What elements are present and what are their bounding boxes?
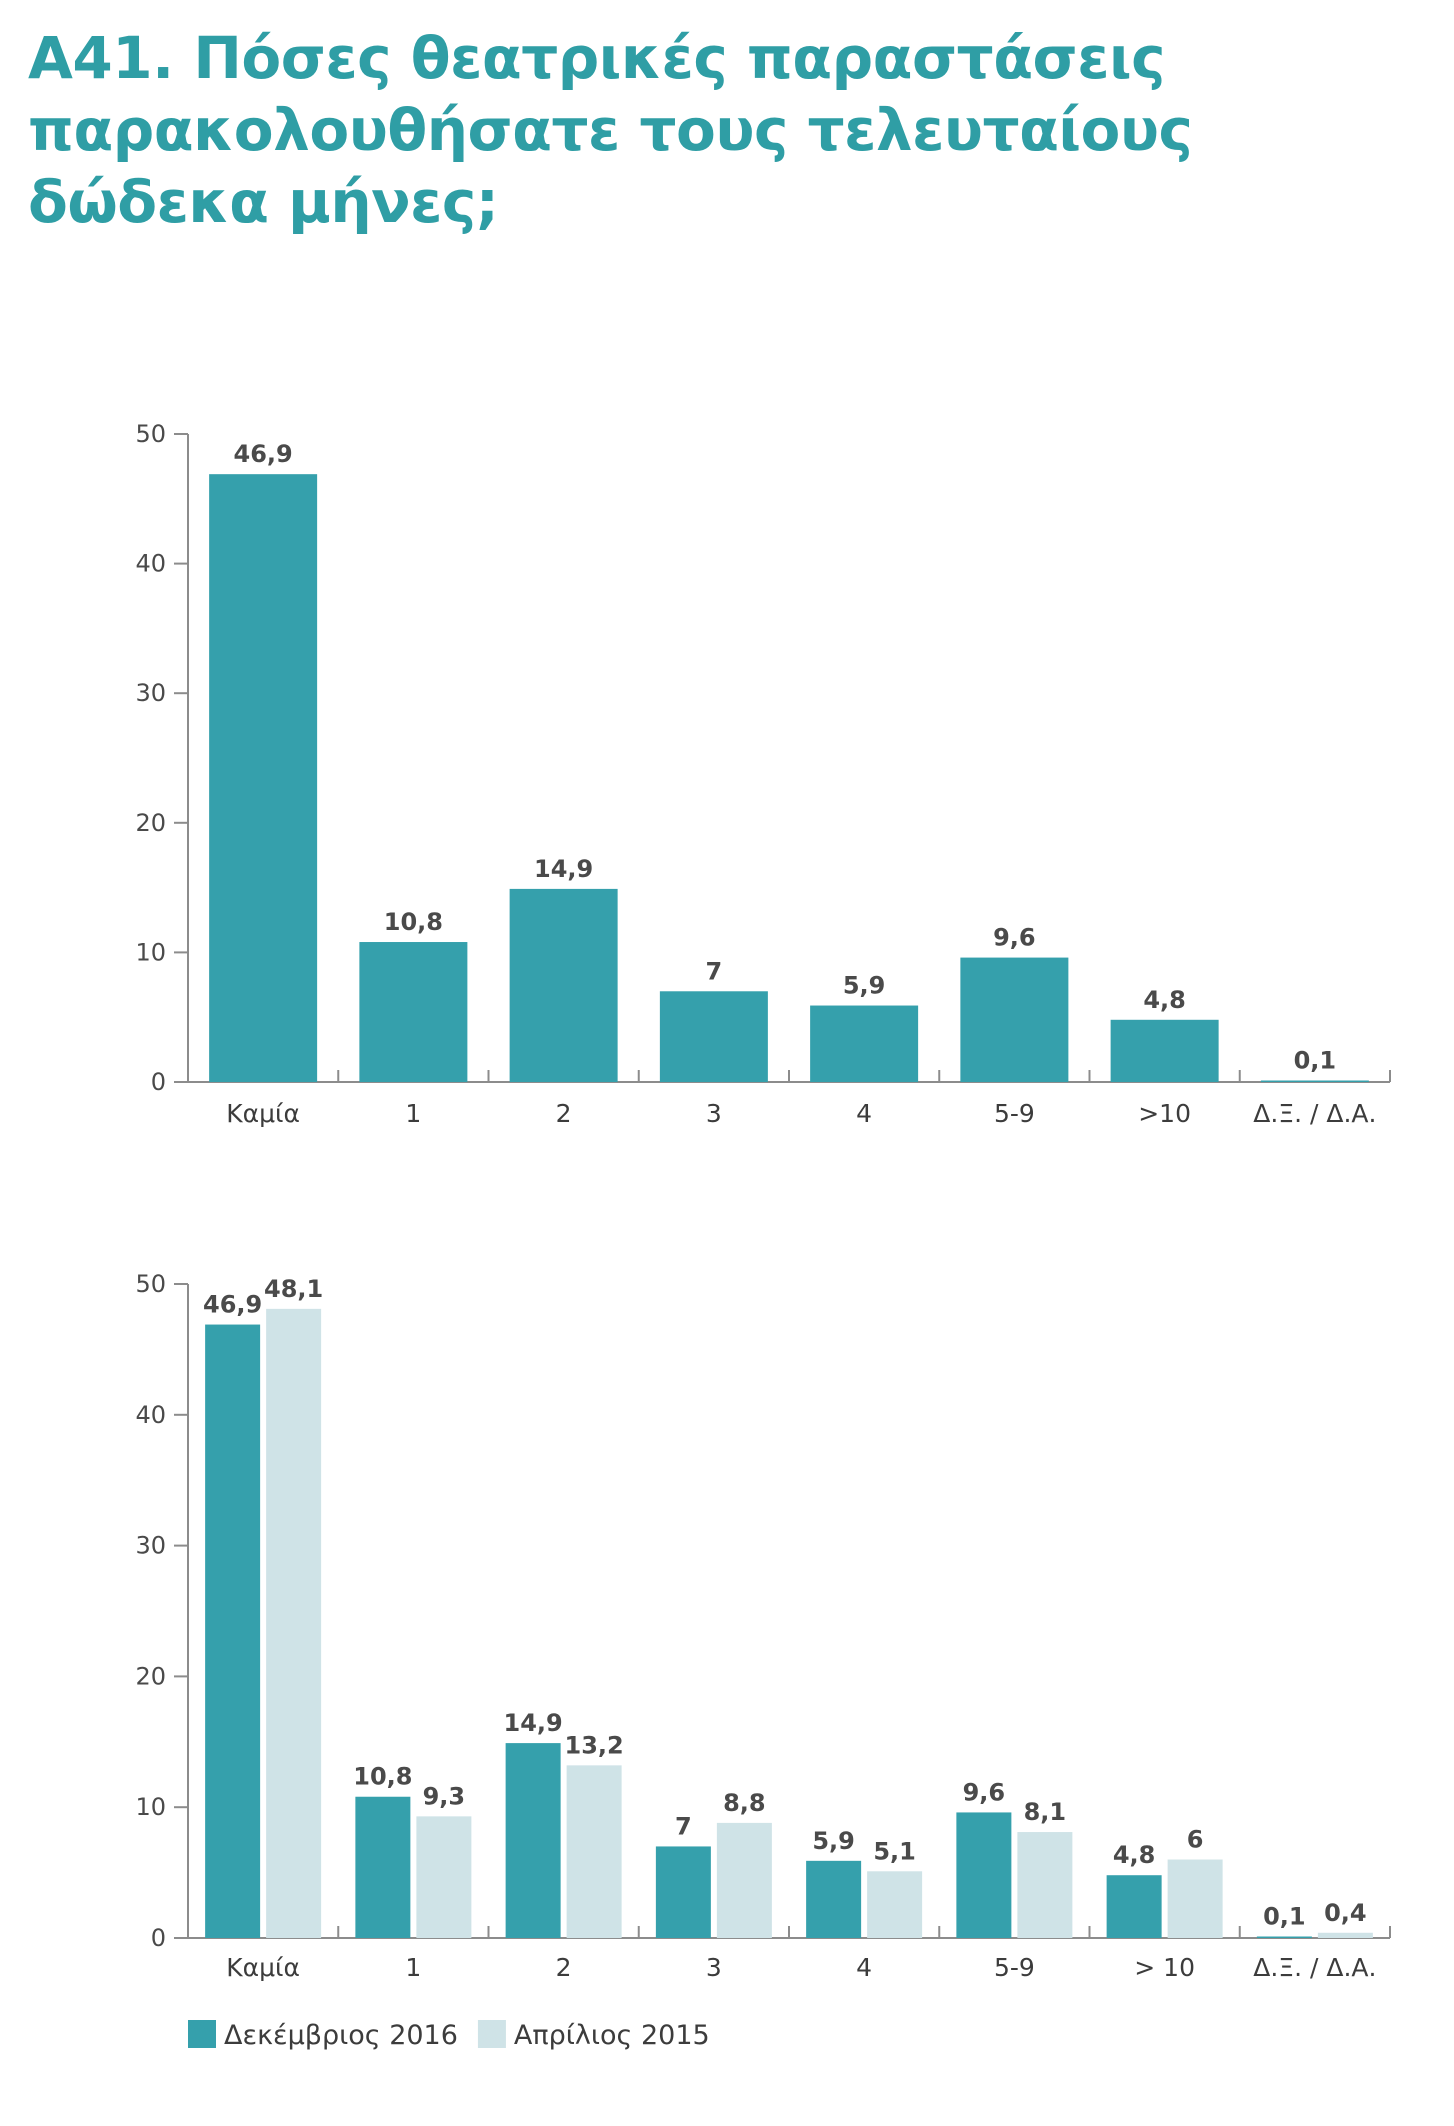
- data-label: 0,1: [1294, 1047, 1337, 1075]
- x-tick-label: 1: [405, 1953, 421, 1982]
- data-label: 13,2: [565, 1731, 624, 1759]
- data-label: 0,4: [1324, 1899, 1367, 1927]
- bar: [209, 474, 318, 1082]
- x-tick-label: > 10: [1134, 1953, 1195, 1982]
- x-tick-label: >10: [1138, 1099, 1191, 1128]
- x-tick-label: 2: [556, 1953, 572, 1982]
- legend-swatch: [477, 2020, 506, 2048]
- x-tick-label: 3: [706, 1099, 722, 1128]
- x-tick-label: 2: [556, 1099, 572, 1128]
- bar: [1260, 1080, 1369, 1082]
- bar: [806, 1860, 862, 1938]
- page-title: A41. Πόσες θεατρικές παραστάσεις παρακολ…: [28, 24, 1193, 236]
- bar: [509, 888, 618, 1082]
- bar: [416, 1816, 472, 1938]
- x-tick-label: 5-9: [994, 1953, 1035, 1982]
- data-label: 5,9: [812, 1827, 855, 1855]
- y-tick-label: 40: [135, 1401, 166, 1429]
- bar: [716, 1822, 772, 1938]
- y-tick-label: 20: [135, 809, 166, 837]
- bar: [1110, 1019, 1219, 1082]
- y-tick-label: 0: [151, 1068, 166, 1096]
- y-tick-label: 50: [135, 1270, 166, 1298]
- data-label: 6: [1187, 1826, 1204, 1854]
- data-label: 4,8: [1143, 986, 1186, 1014]
- bar: [1256, 1936, 1312, 1938]
- x-tick-label: 1: [405, 1099, 421, 1128]
- bar: [810, 1005, 919, 1082]
- data-label: 4,8: [1113, 1841, 1156, 1869]
- bar: [1317, 1932, 1373, 1938]
- data-label: 9,3: [423, 1782, 466, 1810]
- data-label: 8,8: [723, 1789, 766, 1817]
- y-tick-label: 30: [135, 679, 166, 707]
- bar: [355, 1796, 411, 1938]
- data-label: 46,9: [234, 440, 293, 468]
- x-tick-label: Δ.Ξ. / Δ.Α.: [1253, 1099, 1376, 1128]
- bar: [566, 1765, 622, 1938]
- legend-swatch: [188, 2020, 216, 2048]
- x-tick-label: Καμία: [226, 1099, 300, 1128]
- bar: [659, 991, 768, 1082]
- data-label: 46,9: [203, 1291, 262, 1319]
- x-tick-label: 3: [706, 1953, 722, 1982]
- data-label: 14,9: [504, 1709, 563, 1737]
- y-tick-label: 20: [135, 1662, 166, 1690]
- data-label: 7: [675, 1812, 692, 1840]
- bar: [359, 942, 468, 1082]
- bar: [266, 1308, 322, 1938]
- data-label: 0,1: [1263, 1903, 1306, 1931]
- data-label: 9,6: [993, 924, 1036, 952]
- bar: [867, 1871, 923, 1938]
- data-label: 14,9: [534, 855, 593, 883]
- bar: [205, 1324, 261, 1938]
- data-label: 8,1: [1024, 1798, 1067, 1826]
- x-tick-label: 5-9: [994, 1099, 1035, 1128]
- bar: [1017, 1832, 1073, 1938]
- bar: [1106, 1875, 1162, 1938]
- x-tick-label: 4: [856, 1953, 872, 1982]
- y-tick-label: 10: [135, 1793, 166, 1821]
- data-label: 48,1: [264, 1275, 323, 1303]
- comparison-bar-chart: 0102030405046,948,1Καμία10,89,3114,913,2…: [135, 1270, 1391, 2051]
- y-tick-label: 40: [135, 550, 166, 578]
- bar: [960, 957, 1069, 1082]
- bar: [956, 1812, 1012, 1938]
- legend-label: Απρίλιος 2015: [514, 2020, 710, 2051]
- data-label: 5,9: [843, 972, 886, 1000]
- data-label: 10,8: [353, 1763, 412, 1791]
- single-series-bar-chart: 0 10 20 30 40 50 46,9 Καμία 10,8 1 14,9 2 7 3 5,9 4 9,6 5…: [135, 420, 1391, 1128]
- x-tick-label: Καμία: [226, 1953, 300, 1982]
- bar: [1167, 1859, 1223, 1938]
- x-tick-label: Δ.Ξ. / Δ.Α.: [1253, 1953, 1376, 1982]
- data-label: 9,6: [963, 1778, 1006, 1806]
- data-label: 5,1: [873, 1837, 916, 1865]
- x-tick-label: 4: [856, 1099, 872, 1128]
- legend-label: Δεκέμβριος 2016: [224, 2020, 458, 2051]
- data-label: 10,8: [384, 908, 443, 936]
- y-tick-label: 10: [135, 938, 166, 966]
- bar: [655, 1846, 711, 1938]
- y-tick-label: 30: [135, 1532, 166, 1560]
- bar: [505, 1743, 561, 1938]
- y-tick-label: 50: [135, 420, 166, 448]
- y-tick-label: 0: [151, 1924, 166, 1952]
- data-label: 7: [706, 957, 723, 985]
